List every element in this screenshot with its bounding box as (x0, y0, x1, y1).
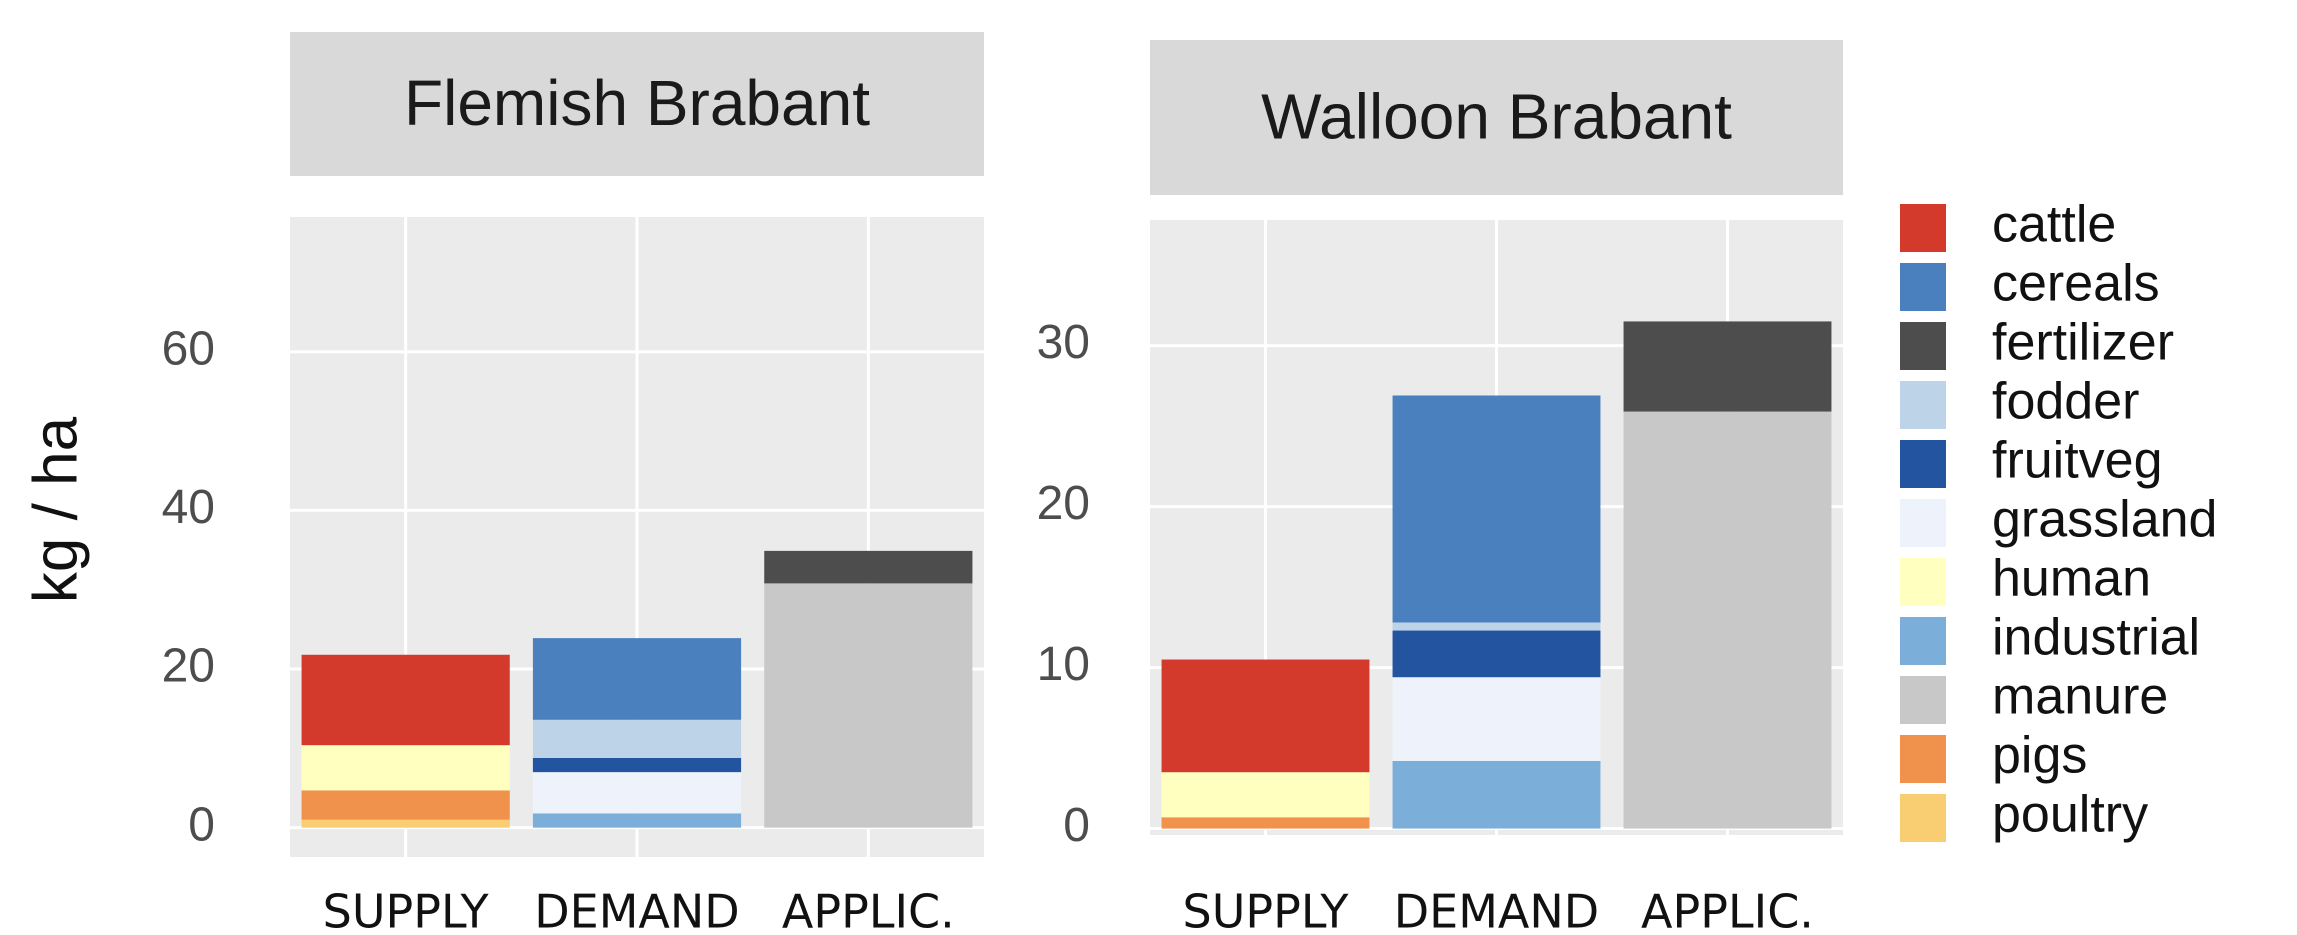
bar-segment (1161, 817, 1370, 829)
bar-segment (1392, 630, 1601, 678)
legend-label: manure (1992, 668, 2168, 726)
legend-key (1900, 263, 1946, 311)
y-tick-label: 20 (162, 640, 215, 693)
legend-key (1900, 322, 1946, 370)
legend-label: fodder (1992, 373, 2139, 431)
legend-label: industrial (1992, 609, 2200, 667)
y-tick-label: 60 (162, 322, 215, 375)
legend-key (1900, 735, 1946, 783)
bar-segment (1623, 321, 1832, 412)
y-tick-label: 0 (188, 798, 215, 851)
legend-key (1900, 440, 1946, 488)
legend-key (1900, 558, 1946, 606)
bar-segment (301, 654, 510, 746)
legend-key (1900, 676, 1946, 724)
y-axis-label: kg / ha (21, 416, 90, 603)
facet-title: Flemish Brabant (404, 67, 870, 139)
facet-title: Walloon Brabant (1261, 80, 1732, 152)
legend-label: fruitveg (1992, 432, 2163, 490)
legend-key (1900, 617, 1946, 665)
bar-segment (1392, 760, 1601, 829)
bar-segment (532, 813, 742, 828)
legend-label: grassland (1992, 491, 2217, 549)
x-tick-label: SUPPLY (323, 885, 490, 935)
legend-label: poultry (1992, 786, 2148, 844)
bar-segment (301, 819, 510, 828)
bar-segment (532, 719, 742, 758)
bar-segment (1392, 622, 1601, 631)
bar-segment (1161, 772, 1370, 818)
legend-key (1900, 499, 1946, 547)
y-tick-label: 0 (1063, 799, 1090, 852)
legend-key (1900, 381, 1946, 429)
strip (1150, 40, 1843, 195)
legend-label: cereals (1992, 255, 2160, 313)
legend-label: cattle (1992, 196, 2116, 254)
bar-segment (532, 772, 742, 814)
bar-segment (1161, 659, 1370, 773)
bar-segment (301, 790, 510, 820)
legend-label: human (1992, 550, 2151, 608)
legend-label: fertilizer (1992, 314, 2174, 372)
bar-segment (764, 550, 973, 584)
bar-segment (764, 583, 973, 828)
y-tick-label: 10 (1037, 638, 1090, 691)
strip (290, 32, 984, 176)
y-tick-label: 30 (1037, 316, 1090, 369)
y-tick-label: 20 (1037, 477, 1090, 530)
legend-key (1900, 794, 1946, 842)
legend-label: pigs (1992, 727, 2087, 785)
bar-segment (1623, 411, 1832, 829)
bar-segment (1392, 395, 1601, 623)
x-tick-label: APPLIC. (782, 885, 955, 935)
bar-segment (532, 638, 742, 720)
x-tick-label: DEMAND (1394, 885, 1599, 935)
bar-segment (532, 757, 742, 773)
y-tick-label: 40 (162, 481, 215, 534)
bar-segment (1392, 677, 1601, 761)
x-tick-label: SUPPLY (1183, 885, 1350, 935)
legend-key (1900, 204, 1946, 252)
x-tick-label: APPLIC. (1641, 885, 1814, 935)
x-tick-label: DEMAND (534, 885, 739, 935)
bar-segment (301, 745, 510, 791)
